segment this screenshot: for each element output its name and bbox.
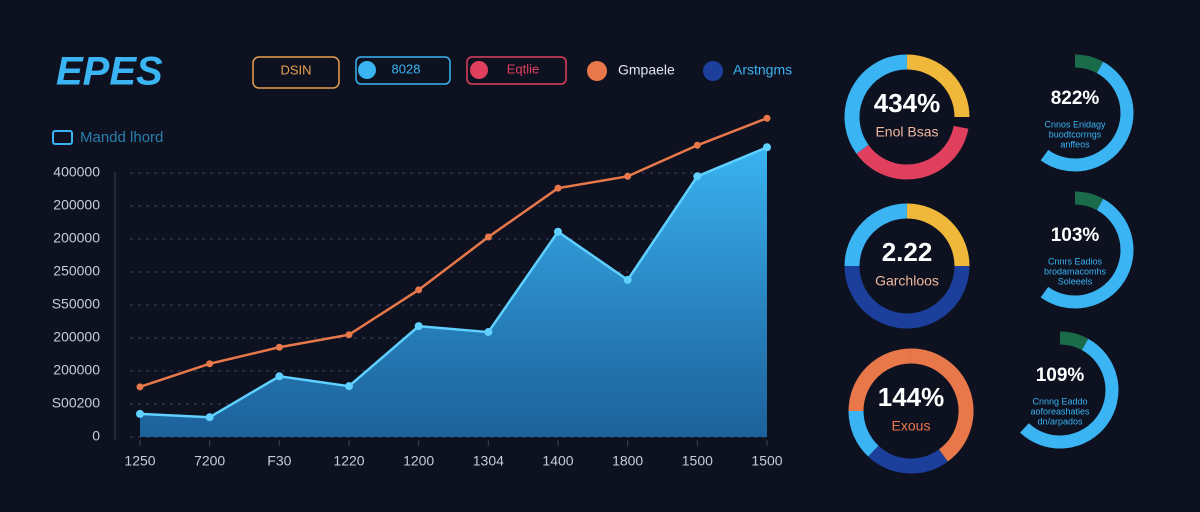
button-frame[interactable]	[355, 56, 451, 85]
gauge-caption: Cnnrs Eadios	[1048, 256, 1103, 266]
legend-label: Gmpaele	[618, 62, 675, 78]
x-tick-label: 1220	[333, 453, 364, 469]
gauge-arc	[906, 54, 970, 118]
gauge-caption: Exous	[892, 418, 931, 434]
gauge-caption: Enol Bsas	[875, 124, 938, 140]
x-tick-label: 7200	[194, 453, 225, 469]
gauge-arc	[848, 410, 879, 457]
gauge-value: 434%	[874, 88, 941, 118]
button-dot	[358, 61, 376, 79]
area-line	[139, 146, 768, 419]
area-fill	[140, 147, 767, 437]
gauge-arc	[1019, 338, 1119, 449]
point	[763, 114, 771, 122]
point	[554, 184, 562, 192]
gauge-arc	[1059, 331, 1089, 351]
gauge-caption: dn/arpados	[1037, 416, 1083, 426]
y-tick-label: 250000	[53, 263, 100, 279]
point	[623, 275, 632, 284]
gauge-caption: buodtcorrngs	[1049, 129, 1102, 139]
button-label[interactable]: Eqtlie	[507, 61, 540, 76]
legend-dot	[587, 61, 607, 81]
y-tick-label: 200000	[53, 362, 100, 378]
gauge-arc	[1074, 54, 1104, 74]
gauge-value: 2.22	[882, 237, 933, 267]
button-frame[interactable]	[466, 56, 567, 85]
gauge-arc	[844, 54, 908, 154]
point	[275, 343, 283, 351]
point	[414, 322, 423, 331]
x-tick-label: 1500	[682, 453, 713, 469]
gauge-arc	[844, 265, 970, 329]
x-tick-label: 1250	[124, 453, 155, 469]
subtitle-icon	[52, 130, 73, 145]
point	[345, 382, 353, 391]
x-tick-label: 1200	[403, 453, 434, 469]
button-label[interactable]: 8028	[392, 61, 421, 76]
x-tick-label: 1304	[473, 453, 504, 469]
x-tick-label: 1400	[542, 453, 573, 469]
legend-label: Arstngms	[733, 62, 792, 78]
gauge-caption: aoforeashaties	[1030, 406, 1090, 416]
gauge-arc	[1040, 61, 1134, 172]
gauge-value: 109%	[1036, 365, 1085, 386]
point	[484, 328, 493, 337]
gauge-caption: anffeos	[1060, 139, 1090, 149]
x-tick-label: 1800	[612, 453, 643, 469]
point	[624, 172, 632, 180]
y-tick-label: 200000	[53, 329, 100, 345]
point	[415, 286, 423, 294]
point	[484, 233, 492, 241]
point	[205, 413, 214, 422]
y-tick-label: S50000	[52, 296, 100, 312]
x-tick-label: F30	[267, 453, 291, 469]
point	[693, 141, 701, 149]
gauge-arc	[848, 348, 912, 412]
gauge-caption: Garchloos	[875, 273, 939, 289]
chart-subtitle: Mandd lhord	[80, 129, 163, 146]
title: EPES	[56, 50, 163, 94]
point	[206, 360, 214, 368]
gauge-value: 822%	[1051, 88, 1100, 109]
point	[345, 331, 353, 339]
legend-dot	[703, 61, 723, 81]
point	[554, 227, 562, 236]
gauge-arc	[844, 203, 908, 267]
y-tick-label: 200000	[53, 197, 100, 213]
button-dot	[470, 61, 488, 79]
button-label[interactable]: DSIN	[280, 62, 311, 77]
gauge-arc	[1074, 191, 1104, 211]
gauge-caption: Cnnos Enidagy	[1044, 119, 1106, 129]
gauge-arc	[910, 348, 974, 462]
gauge-value: 144%	[878, 382, 945, 412]
line	[139, 117, 768, 389]
gauge-caption: brodamacomhs	[1044, 266, 1107, 276]
y-tick-label: 0	[92, 428, 100, 444]
point	[275, 372, 284, 381]
gauge-arc	[906, 203, 970, 267]
button-frame[interactable]	[252, 56, 340, 89]
gauge-value: 103%	[1051, 225, 1100, 246]
gauge-arc	[868, 445, 948, 474]
point	[763, 143, 771, 152]
gauge-arc	[1040, 198, 1134, 309]
y-tick-label: 400000	[53, 164, 100, 180]
point	[693, 172, 702, 181]
x-tick-label: 1500	[751, 453, 782, 469]
gauge-caption: Cnnng Eaddo	[1032, 396, 1087, 406]
gauge-arc	[856, 125, 969, 180]
y-tick-label: S00200	[52, 395, 100, 411]
point	[136, 409, 144, 418]
point	[136, 383, 144, 391]
gauge-caption: Soleeels	[1058, 276, 1093, 286]
y-tick-label: 200000	[53, 230, 100, 246]
